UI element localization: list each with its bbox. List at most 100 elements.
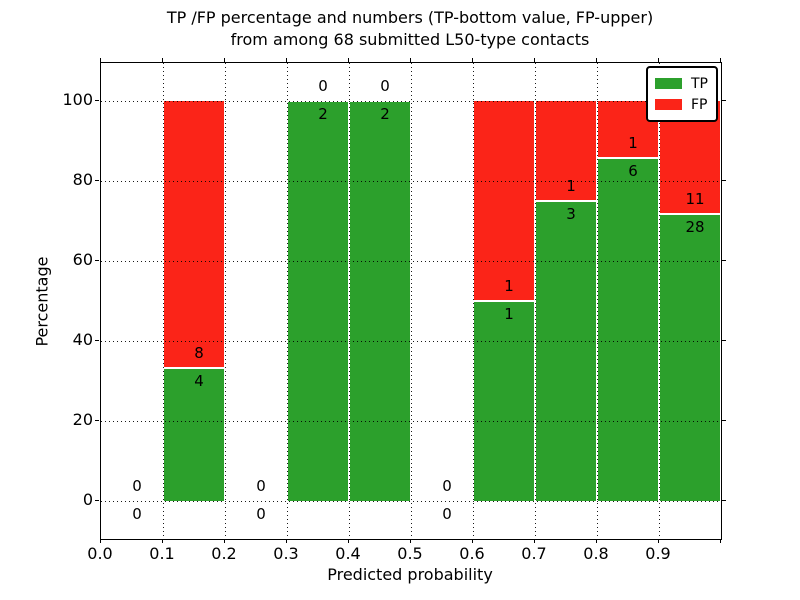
y-axis-label: Percentage xyxy=(32,256,52,347)
x-tick-mark-top xyxy=(223,58,225,62)
x-tick-mark xyxy=(409,539,411,543)
fp-bar-segment xyxy=(473,101,535,301)
v-gridline xyxy=(163,63,164,539)
fp-bar-segment xyxy=(163,101,225,368)
legend-entry: FP xyxy=(655,94,708,115)
y-tick-label: 60 xyxy=(72,250,93,269)
x-tick-mark-top xyxy=(99,58,101,62)
tp-count-label: 4 xyxy=(194,371,204,390)
y-tick-mark xyxy=(95,99,99,101)
x-tick-mark xyxy=(347,539,349,543)
x-tick-mark-top xyxy=(719,58,721,62)
x-tick-label: 0.3 xyxy=(273,544,299,563)
x-tick-mark-top xyxy=(285,58,287,62)
tp-bar-segment xyxy=(473,301,535,501)
fp-legend-swatch xyxy=(655,99,682,110)
tp-count-label: 2 xyxy=(318,105,328,123)
x-tick-mark-top xyxy=(347,58,349,62)
y-tick-label: 100 xyxy=(62,90,93,109)
v-gridline xyxy=(225,63,226,539)
x-tick-label: 0.7 xyxy=(521,544,547,563)
fp-count-label: 0 xyxy=(256,477,266,495)
tp-count-label: 28 xyxy=(685,217,705,236)
y-tick-mark-right xyxy=(722,499,726,501)
x-tick-label: 0.1 xyxy=(149,544,175,563)
x-tick-mark xyxy=(719,539,721,543)
y-tick-mark xyxy=(95,339,99,341)
y-tick-mark xyxy=(95,259,99,261)
tp-count-label: 1 xyxy=(504,305,514,323)
tp-bar-segment xyxy=(287,101,349,501)
fp-bar-segment xyxy=(535,101,597,201)
y-tick-label: 20 xyxy=(72,410,93,429)
x-tick-label: 0.2 xyxy=(211,544,237,563)
tp-count-label: 3 xyxy=(566,205,576,223)
legend-label: FP xyxy=(691,96,708,113)
v-gridline xyxy=(473,63,474,539)
fp-count-label: 8 xyxy=(194,343,204,362)
x-axis-label: Predicted probability xyxy=(327,565,493,584)
x-tick-mark-top xyxy=(471,58,473,62)
x-tick-label: 0.5 xyxy=(397,544,423,563)
x-tick-label: 0.6 xyxy=(459,544,485,563)
fp-count-label: 11 xyxy=(685,189,705,208)
x-tick-mark xyxy=(471,539,473,543)
x-tick-label: 0.0 xyxy=(87,544,113,563)
v-gridline xyxy=(349,63,350,539)
fp-count-label: 1 xyxy=(628,134,638,153)
x-tick-mark-top xyxy=(161,58,163,62)
fp-count-label: 0 xyxy=(318,77,328,95)
tp-bar-segment xyxy=(659,213,721,501)
chart-title-line1: TP /FP percentage and numbers (TP-bottom… xyxy=(166,8,654,27)
tp-legend-swatch xyxy=(655,78,682,89)
legend: TP FP xyxy=(646,66,718,122)
x-tick-mark xyxy=(657,539,659,543)
x-tick-mark xyxy=(99,539,101,543)
fp-count-label: 0 xyxy=(380,77,390,95)
chart-title: TP /FP percentage and numbers (TP-bottom… xyxy=(100,7,720,51)
y-tick-mark xyxy=(95,499,99,501)
v-gridline xyxy=(287,63,288,539)
x-tick-mark-top xyxy=(595,58,597,62)
x-tick-label: 0.4 xyxy=(335,544,361,563)
v-gridline xyxy=(411,63,412,539)
x-tick-mark-top xyxy=(657,58,659,62)
y-tick-mark xyxy=(95,179,99,181)
y-tick-mark-right xyxy=(722,99,726,101)
fp-count-label: 0 xyxy=(442,477,452,495)
x-tick-mark-top xyxy=(533,58,535,62)
x-tick-mark xyxy=(595,539,597,543)
y-tick-mark-right xyxy=(722,259,726,261)
y-tick-label: 0 xyxy=(82,490,93,509)
x-tick-mark xyxy=(285,539,287,543)
y-tick-label: 40 xyxy=(72,330,93,349)
y-tick-label: 80 xyxy=(72,170,93,189)
v-gridline xyxy=(597,63,598,539)
v-gridline xyxy=(535,63,536,539)
tp-bar-segment xyxy=(349,101,411,501)
legend-label: TP xyxy=(691,75,708,92)
y-tick-mark xyxy=(95,419,99,421)
fp-count-label: 1 xyxy=(566,177,576,195)
tp-count-label: 0 xyxy=(256,505,266,523)
tp-bar-segment xyxy=(163,367,225,501)
x-tick-mark xyxy=(161,539,163,543)
y-tick-mark-right xyxy=(722,179,726,181)
x-tick-mark xyxy=(533,539,535,543)
tp-bar-segment xyxy=(535,201,597,501)
fp-count-label: 1 xyxy=(504,277,514,295)
tp-bar-segment xyxy=(597,158,659,501)
plot-area: 0 0 8 4 0 0 0 2 0 2 0 0 1 1 1 3 1 6 11 28 xyxy=(100,62,722,540)
x-tick-label: 0.8 xyxy=(583,544,609,563)
tp-count-label: 6 xyxy=(628,162,638,181)
tp-count-label: 2 xyxy=(380,105,390,123)
fp-count-label: 0 xyxy=(132,477,142,495)
x-tick-mark-top xyxy=(409,58,411,62)
x-tick-label: 0.9 xyxy=(645,544,671,563)
chart-title-line2: from among 68 submitted L50-type contact… xyxy=(230,30,590,49)
legend-entry: TP xyxy=(655,73,708,94)
y-tick-mark-right xyxy=(722,339,726,341)
y-tick-mark-right xyxy=(722,419,726,421)
tp-count-label: 0 xyxy=(442,505,452,523)
